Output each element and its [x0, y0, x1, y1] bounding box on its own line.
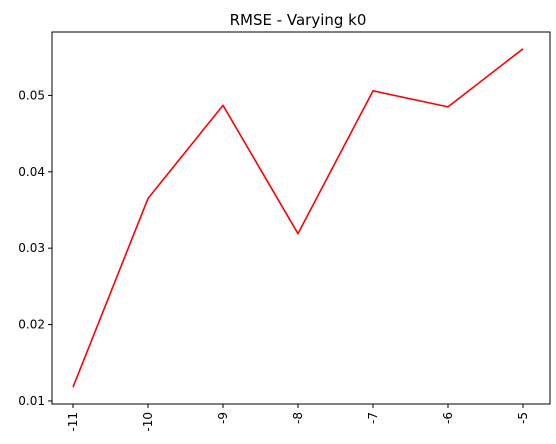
- x-tick-label: -8: [291, 412, 305, 424]
- y-tick-label: 0.02: [18, 318, 45, 332]
- y-axis: 0.01 0.02 0.03 0.04 0.05: [18, 88, 52, 408]
- y-tick-label: 0.01: [18, 394, 45, 408]
- x-axis: -11 -10 -9 -8 -7 -6 -5: [66, 404, 530, 432]
- axes-frame: [51, 31, 551, 405]
- y-tick-label: 0.03: [18, 241, 45, 255]
- x-tick-label: -5: [516, 412, 530, 424]
- x-tick-label: -6: [441, 412, 455, 424]
- x-tick-label: -9: [216, 412, 230, 424]
- x-tick-label: -11: [66, 412, 80, 432]
- x-tick-label: -10: [141, 412, 155, 432]
- plot-area: 0.01 0.02 0.03 0.04 0.05 -11 -10 -9 -8 -7 -6 -5: [18, 31, 551, 432]
- x-tick-label: -7: [366, 412, 380, 424]
- series-line: [72, 48, 524, 388]
- y-tick-label: 0.05: [18, 88, 45, 102]
- series-group: [72, 48, 524, 388]
- y-tick-label: 0.04: [18, 165, 45, 179]
- chart-title: RMSE - Varying k0: [230, 11, 367, 29]
